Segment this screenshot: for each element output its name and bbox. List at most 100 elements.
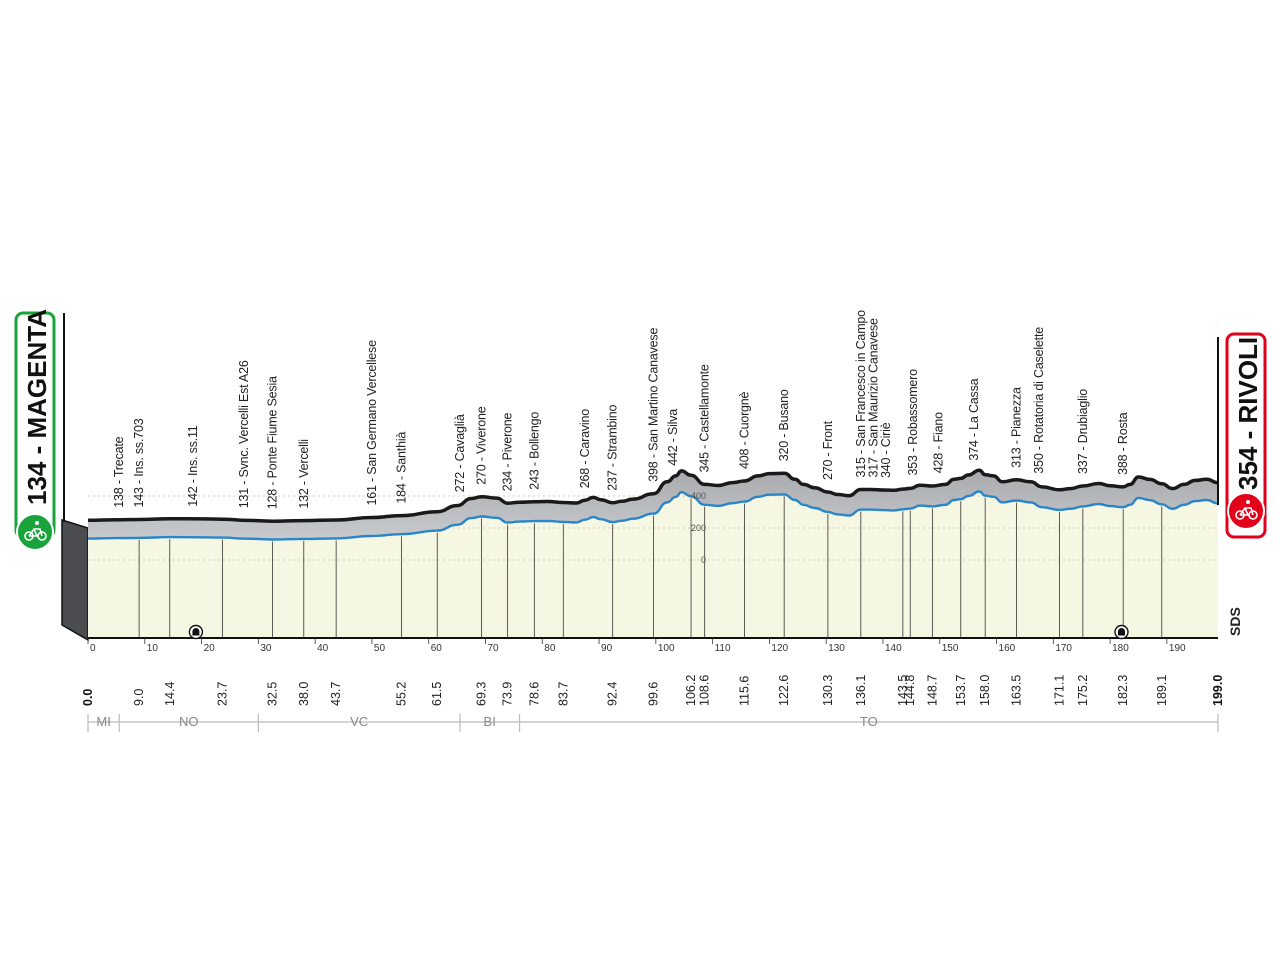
waypoint-label: 184 - Santhià	[394, 432, 408, 504]
distance-label: 136.1	[854, 675, 868, 706]
distance-label: 9.0	[132, 689, 146, 706]
waypoint-label: 315 - San Francesco in Campo	[854, 310, 868, 478]
start-label: 134 - MAGENTA	[22, 309, 52, 505]
waypoint-label: 234 - Piverone	[501, 412, 515, 491]
profile-altitude-line	[87, 490, 1219, 541]
waypoint-label: 128 - Ponte Fiume Sesia	[266, 376, 280, 509]
km-tick-label: 170	[1055, 643, 1072, 654]
km-tick-label: 90	[601, 643, 613, 654]
km-tick-label: 190	[1169, 643, 1186, 654]
province-label: BI	[484, 714, 496, 729]
distance-labels: 0.0 9.0 14.4 23.7 32.5 38.0 43.7 55.2 61.5 69.3 73…	[81, 675, 1225, 706]
distance-label: 115.6	[737, 676, 751, 706]
km-tick-label: 160	[999, 643, 1016, 654]
km-tick-label: 150	[942, 643, 959, 654]
waypoint-label: 243 - Bollengo	[527, 412, 541, 490]
finish-label: 354 - RIVOLI	[1233, 337, 1263, 490]
profile-body-area	[88, 491, 1218, 639]
distance-label: 122.6	[777, 675, 791, 706]
distance-label: 78.6	[527, 682, 541, 706]
distance-label: 0.0	[81, 689, 95, 706]
finish-badge: 354 - RIVOLI	[1217, 332, 1267, 539]
distance-label: 108.6	[698, 675, 712, 706]
province-label: VC	[350, 714, 368, 729]
altitude-tick-label: 200	[691, 523, 706, 533]
waypoint-label: 374 - La Cassa	[967, 378, 981, 460]
distance-label: 83.7	[556, 682, 570, 706]
waypoint-lines	[138, 496, 1163, 638]
waypoint-label: 313 - Pianezza	[1009, 387, 1023, 468]
brand-logo: SDS	[1227, 607, 1243, 636]
distance-label: 143.5	[896, 675, 910, 706]
km-tick-label: 180	[1112, 643, 1129, 654]
km-tick-label: 100	[658, 643, 675, 654]
km-tick-label: 110	[715, 643, 731, 654]
tunnel-icon	[1114, 624, 1129, 640]
km-tick-label: 10	[147, 643, 159, 654]
tunnel-icon	[188, 624, 204, 640]
km-tick-label: 40	[317, 643, 329, 654]
province-band: MI NO VC BI TO	[87, 714, 1219, 732]
province-label: TO	[860, 714, 878, 729]
distance-label: 163.5	[1009, 675, 1023, 706]
distance-label: 99.6	[647, 682, 661, 706]
km-tick-label: 140	[885, 643, 902, 654]
profile-base-side	[61, 518, 89, 642]
distance-label: 92.4	[606, 682, 620, 706]
waypoint-label: 138 - Trecate	[112, 436, 126, 507]
distance-label: 73.9	[501, 682, 515, 706]
distance-label: 130.3	[821, 675, 835, 706]
km-tick-label: 20	[204, 643, 216, 654]
profile-top-line	[87, 468, 1219, 523]
km-tick-label: 130	[828, 643, 845, 654]
waypoint-label: 388 - Rosta	[1116, 412, 1130, 475]
distance-label: 148.7	[925, 675, 939, 706]
distance-label: 69.3	[475, 682, 489, 706]
waypoint-label: 353 - Robassomero	[906, 369, 920, 476]
altitude-ticks: 400 200 0	[691, 491, 706, 565]
distance-label: 61.5	[430, 682, 444, 706]
distance-label: 43.7	[329, 682, 343, 706]
waypoint-label: 268 - Caravino	[578, 409, 592, 488]
waypoint-label: 398 - San Martino Canavese	[647, 328, 661, 482]
waypoint-label: 143 - Ins. ss.703	[132, 418, 146, 507]
km-tick-label: 120	[771, 643, 788, 654]
waypoint-label: 161 - San Germano Vercellese	[365, 340, 379, 506]
distance-label: 14.4	[163, 682, 177, 706]
waypoint-label: 272 - Cavaglià	[453, 414, 467, 492]
distance-label: 153.7	[954, 675, 968, 706]
waypoint-label: 442 - Silva	[666, 409, 680, 466]
km-axis: 0 10 20 30 40 50 60 70 80 90 100 110 120 130 140 150 160…	[87, 638, 1186, 654]
km-tick-label: 30	[260, 643, 272, 654]
km-tick-label: 60	[431, 643, 443, 654]
waypoint-label: 337 - Drubiaglio	[1076, 389, 1090, 474]
cyclist-icon	[24, 521, 47, 541]
altitude-tick-label: 400	[691, 491, 706, 501]
waypoint-label: 408 - Cuorgnè	[737, 391, 751, 469]
distance-label: 38.0	[297, 682, 311, 706]
distance-label: 171.1	[1053, 675, 1067, 706]
km-tick-label: 0	[90, 643, 96, 654]
waypoint-label: 320 - Busano	[777, 389, 791, 461]
waypoint-label: 350 - Rotatoria di Caselette	[1032, 327, 1046, 474]
profile-road-band	[87, 468, 1219, 541]
tunnel-icon-arch	[1118, 628, 1125, 636]
distance-label: 32.5	[266, 682, 280, 706]
distance-label: 182.3	[1116, 675, 1130, 706]
waypoint-label: 237 - Strambino	[606, 405, 620, 491]
distance-label: 158.0	[978, 675, 992, 706]
distance-label: 106.2	[684, 675, 698, 706]
waypoint-label: 317 - San Maurizio Canavese	[866, 318, 880, 478]
distance-label: 23.7	[216, 682, 230, 706]
tunnel-icon-arch	[192, 628, 200, 636]
km-tick-label: 80	[544, 643, 556, 654]
waypoint-label: 270 - Viverone	[475, 406, 489, 485]
km-tick-label: 70	[487, 643, 499, 654]
waypoint-label: 340 - Ciriè	[879, 422, 893, 478]
waypoint-labels: 138 - Trecate 143 - Ins. ss.703 142 - Ins.…	[112, 310, 1130, 509]
waypoint-label: 142 - Ins. ss.11	[186, 425, 200, 507]
province-label: NO	[179, 714, 199, 729]
profile-body-fill	[88, 491, 1218, 638]
tunnel-markers	[188, 624, 1129, 640]
